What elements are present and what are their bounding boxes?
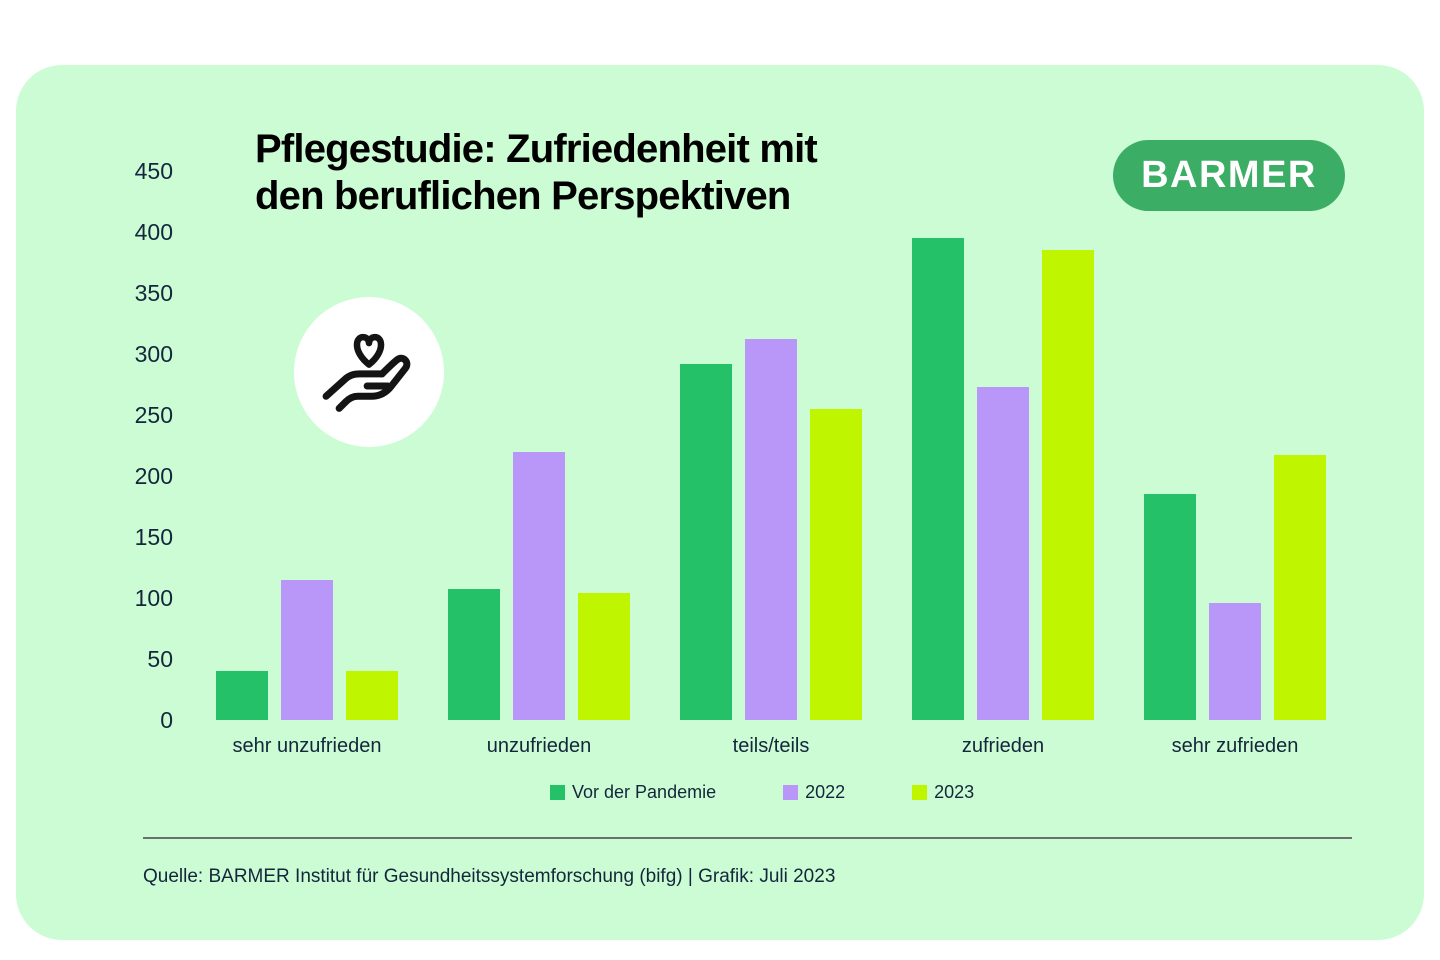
y-axis-tick-label: 50 bbox=[147, 646, 173, 672]
y-axis-tick-label: 0 bbox=[160, 707, 173, 733]
bar-2022-sehr-zufrieden bbox=[1209, 602, 1261, 720]
y-axis-tick-label: 100 bbox=[134, 585, 173, 611]
bar-vor-der-pandemie-sehr-unzufrieden bbox=[216, 671, 268, 720]
legend-swatch-icon bbox=[550, 784, 565, 800]
bar-2023-sehr-zufrieden bbox=[1274, 455, 1326, 720]
x-axis-category-label: sehr zufrieden bbox=[1171, 735, 1299, 757]
bar-2023-unzufrieden bbox=[578, 593, 630, 720]
legend-label: 2022 bbox=[805, 781, 846, 802]
y-axis: 450 400 350 300 250 200 150 100 50 0 bbox=[96, 0, 173, 760]
y-axis-tick-label: 450 bbox=[134, 158, 173, 184]
x-axis-category-label: teils/teils bbox=[732, 735, 810, 757]
y-axis-tick-label: 150 bbox=[134, 524, 173, 550]
hand-holding-heart-icon bbox=[294, 297, 444, 447]
y-axis-tick-label: 400 bbox=[134, 219, 173, 245]
barmer-logo-text: BARMER bbox=[1141, 154, 1317, 196]
bar-2023-zufrieden bbox=[1042, 250, 1094, 720]
hand-holding-heart-glyph bbox=[322, 334, 411, 412]
legend-label: 2023 bbox=[934, 781, 975, 802]
bar-vor-der-pandemie-unzufrieden bbox=[448, 589, 500, 720]
y-axis-tick-label: 300 bbox=[134, 341, 173, 367]
legend-item-vor-der-pandemie: Vor der Pandemie bbox=[550, 782, 716, 803]
bar-vor-der-pandemie-teils-teils bbox=[680, 363, 732, 720]
x-axis-category-label: sehr unzufrieden bbox=[232, 735, 382, 757]
bar-2022-zufrieden bbox=[977, 386, 1029, 720]
legend-swatch-icon bbox=[912, 784, 928, 800]
x-axis-category-label: unzufrieden bbox=[486, 735, 592, 757]
y-axis-tick-label: 250 bbox=[134, 402, 173, 428]
legend-swatch-icon bbox=[783, 784, 799, 800]
bar-vor-der-pandemie-zufrieden bbox=[912, 238, 964, 720]
y-axis-tick-label: 200 bbox=[134, 463, 173, 489]
legend-item-2023: 2023 bbox=[912, 782, 974, 803]
source-note: Quelle: BARMER Institut für Gesundheitss… bbox=[143, 866, 836, 887]
bar-2022-sehr-unzufrieden bbox=[281, 579, 333, 720]
barmer-logo: BARMER bbox=[1113, 140, 1345, 211]
legend-item-2022: 2022 bbox=[783, 782, 845, 803]
bar-2023-sehr-unzufrieden bbox=[346, 671, 398, 720]
footer-divider bbox=[143, 837, 1352, 839]
bar-2023-teils-teils bbox=[810, 408, 862, 720]
chart-title: Pflegestudie: Zufriedenheit mit den beru… bbox=[255, 127, 818, 218]
bar-vor-der-pandemie-sehr-zufrieden bbox=[1144, 494, 1196, 720]
y-axis-tick-label: 350 bbox=[134, 280, 173, 306]
x-axis-category-label: zufrieden bbox=[961, 735, 1045, 757]
legend-label: Vor der Pandemie bbox=[572, 781, 717, 802]
bar-2022-teils-teils bbox=[745, 339, 797, 720]
bar-2022-unzufrieden bbox=[513, 451, 565, 720]
legend: Vor der Pandemie 2022 2023 bbox=[550, 780, 974, 804]
